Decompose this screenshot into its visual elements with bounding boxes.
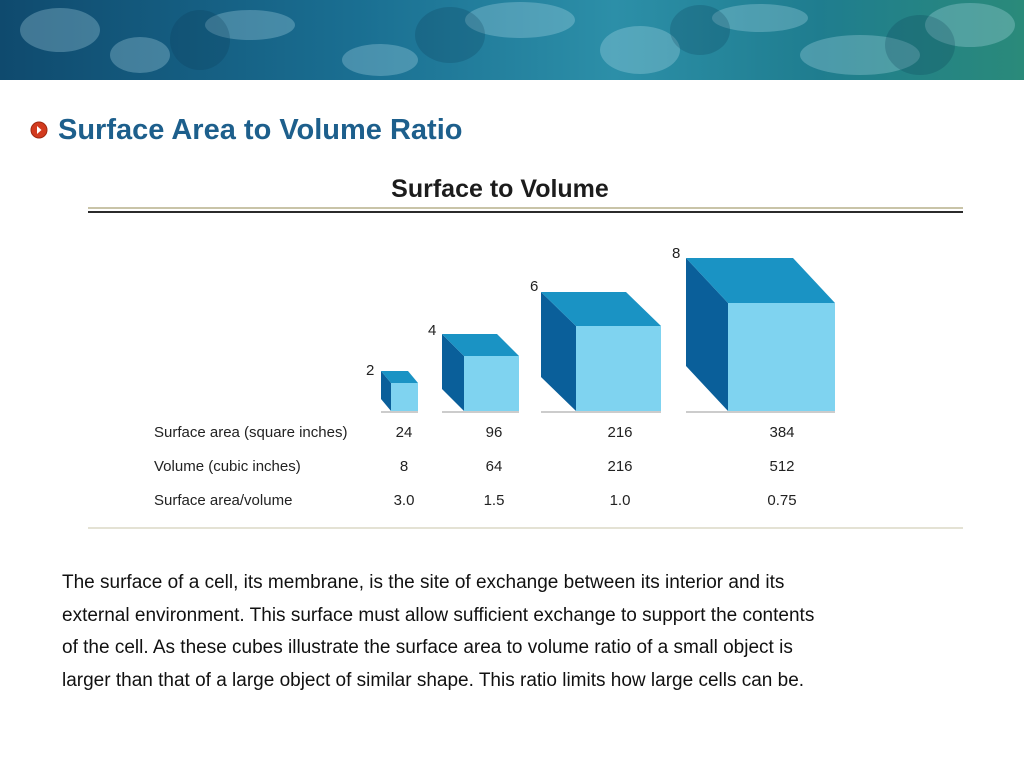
cube-shadow xyxy=(381,411,418,413)
body-line: larger than that of a large object of si… xyxy=(62,669,805,691)
cube-1: 2 xyxy=(366,362,418,413)
table-cell: 1.5 xyxy=(484,492,505,509)
cube-front-face xyxy=(391,383,418,411)
cube-side-face xyxy=(686,258,728,411)
table-cell: 1.0 xyxy=(610,492,631,509)
cube-shadow xyxy=(442,411,519,413)
cube-shadow xyxy=(686,411,835,413)
table-cell: 512 xyxy=(769,458,794,475)
table-row: Surface area/volume 3.0 1.5 1.0 0.75 xyxy=(154,492,797,509)
slide-title-row: Surface Area to Volume Ratio xyxy=(30,112,463,148)
cube-side-label: 4 xyxy=(428,322,436,339)
data-table: Surface area (square inches) 24 96 216 384 Vo… xyxy=(154,424,797,509)
cube-front-face xyxy=(576,326,661,411)
cube-side-label: 6 xyxy=(530,278,538,295)
cube-side-label: 2 xyxy=(366,362,374,379)
table-row-label: Volume (cubic inches) xyxy=(154,458,301,475)
table-cell: 96 xyxy=(486,424,503,441)
table-cell: 3.0 xyxy=(394,492,415,509)
body-line: The surface of a cell, its membrane, is … xyxy=(62,572,785,593)
table-cell: 8 xyxy=(400,458,408,475)
table-cell: 64 xyxy=(486,458,503,475)
table-row-label: Surface area/volume xyxy=(154,492,292,509)
cube-top-face xyxy=(541,292,661,326)
cube-shadow xyxy=(541,411,661,413)
cube-side-face xyxy=(442,334,464,411)
table-cell: 384 xyxy=(769,424,794,441)
table-row-label: Surface area (square inches) xyxy=(154,424,347,441)
cube-front-face xyxy=(464,356,519,411)
bullet-icon xyxy=(30,121,48,139)
cube-side-face xyxy=(381,371,391,411)
cube-top-face xyxy=(381,371,418,383)
slide-title: Surface Area to Volume Ratio xyxy=(58,113,463,146)
table-cell: 216 xyxy=(607,424,632,441)
cube-side-face xyxy=(541,292,576,411)
table-cell: 0.75 xyxy=(767,492,796,509)
table-cell: 24 xyxy=(396,424,413,441)
cube-2: 4 xyxy=(428,322,519,413)
cube-4: 8 xyxy=(672,245,835,413)
body-line: of the cell. As these cubes illustrate t… xyxy=(62,637,793,658)
body-line: external environment. This surface must … xyxy=(62,604,815,626)
figure-title: Surface to Volume xyxy=(391,175,609,203)
table-row: Volume (cubic inches) 8 64 216 512 xyxy=(154,458,795,475)
cube-front-face xyxy=(728,303,835,411)
table-cell: 216 xyxy=(607,458,632,475)
body-paragraph: The surface of a cell, its membrane, is … xyxy=(62,567,982,697)
cube-top-face xyxy=(442,334,519,356)
table-row: Surface area (square inches) 24 96 216 384 xyxy=(154,424,795,441)
cube-3: 6 xyxy=(530,278,661,413)
cubes-group: 2 4 6 8 xyxy=(366,245,835,413)
header-banner xyxy=(0,0,1024,80)
cube-top-face xyxy=(686,258,835,303)
cube-side-label: 8 xyxy=(672,245,680,262)
